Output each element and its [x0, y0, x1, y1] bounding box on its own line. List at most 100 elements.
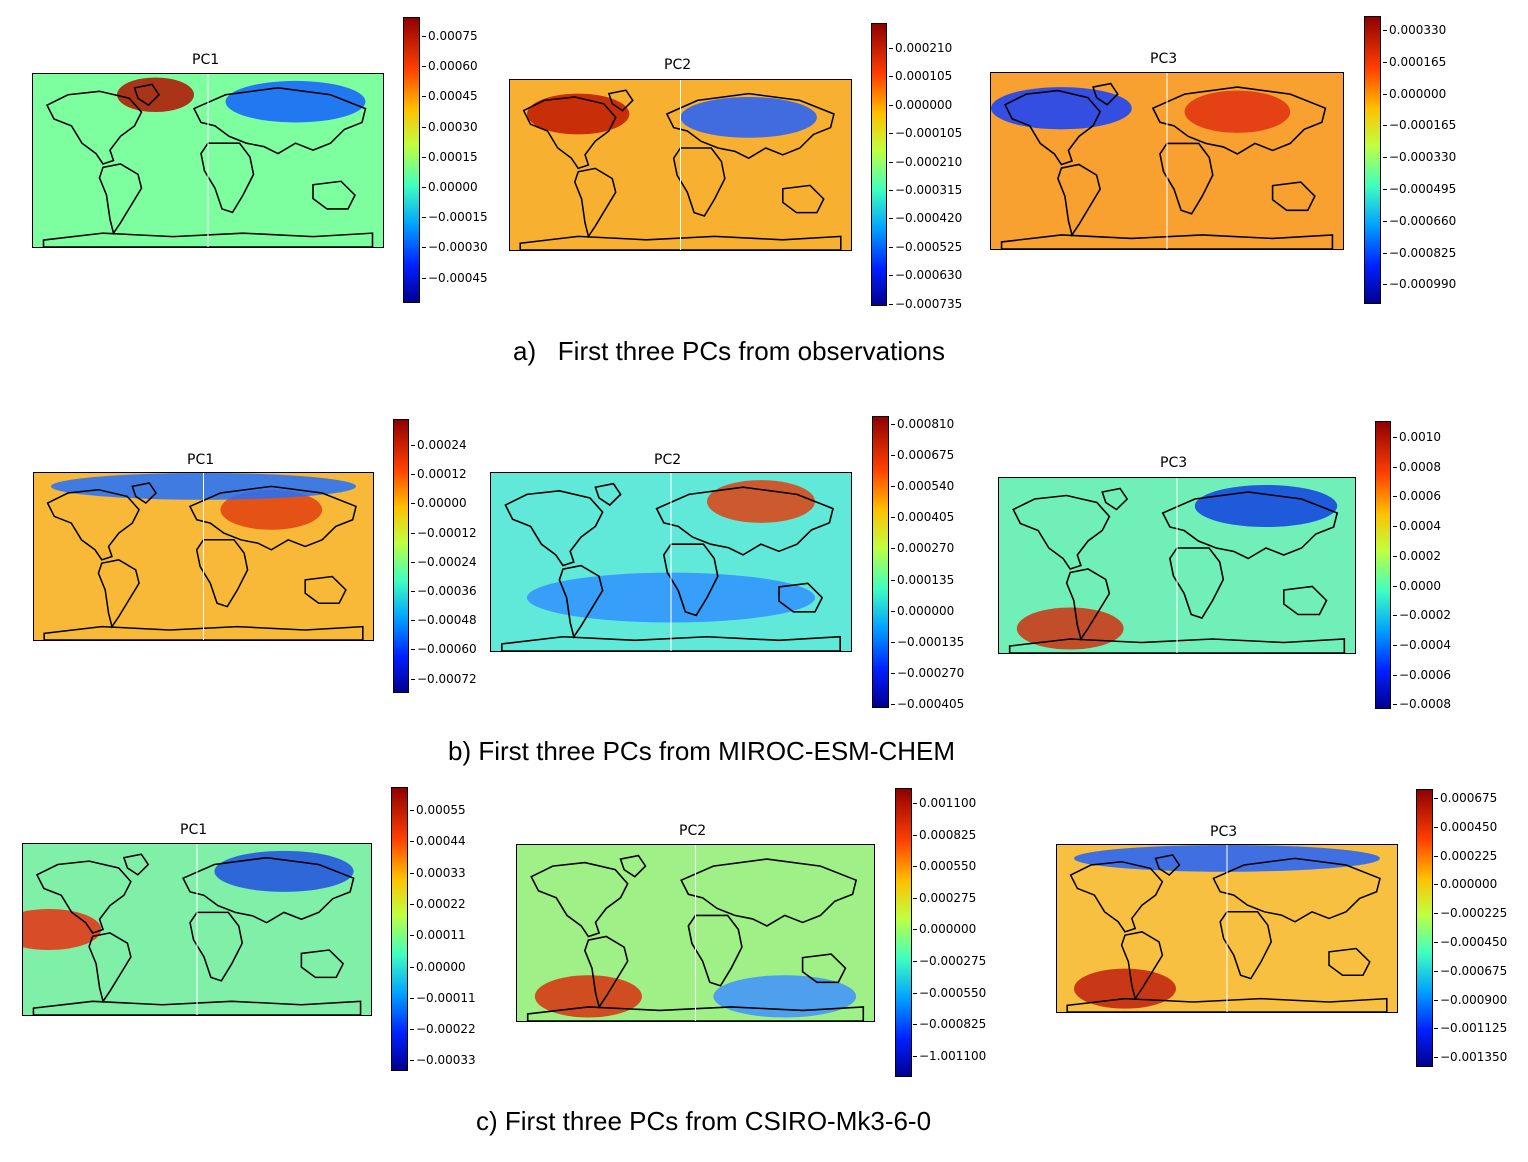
- coastline: [1008, 638, 1346, 653]
- world-map: [991, 73, 1334, 249]
- colorbar-tick-label: −0.000630: [888, 268, 963, 283]
- colorbar-tick-label: 0.000540: [890, 479, 955, 494]
- colorbar-tick-label: 0.00030: [422, 119, 478, 134]
- coastline: [1151, 86, 1327, 155]
- colorbar-tick-label: −0.000990: [1382, 277, 1457, 292]
- coastline: [304, 575, 347, 605]
- colorbar-tick-label: 0.000450: [1433, 819, 1498, 834]
- world-map: [42, 74, 374, 247]
- coastline: [1159, 142, 1214, 215]
- colorbar-tick-label: 0.0010: [1393, 430, 1441, 444]
- colorbar-tick-label: 0.000825: [912, 827, 977, 842]
- map-row-b-pc1: [33, 472, 374, 641]
- map-row-a-pc2: [509, 79, 852, 251]
- colorbar-tick-label: −0.00036: [411, 584, 477, 598]
- coastline: [1120, 931, 1164, 1001]
- colorbar-tick-label: 0.00060: [422, 59, 478, 74]
- colorbar-tick-label: 0.000225: [1433, 848, 1498, 863]
- colorbar-tick-label: 0.000810: [890, 417, 955, 431]
- south-ocean-negative-anomaly: [713, 975, 857, 1018]
- siberia-negative-anomaly: [225, 80, 366, 123]
- coastline: [45, 90, 143, 165]
- asia-negative-anomaly: [680, 97, 817, 138]
- map-row-a-pc1: [32, 73, 384, 248]
- colorbar-row-c-pc2: [895, 788, 912, 1077]
- world-map: [43, 473, 364, 640]
- colorbar-tick-label: 0.0008: [1393, 459, 1441, 474]
- coastline: [182, 856, 355, 924]
- colorbar-tick-label: 0.000405: [890, 510, 955, 525]
- coastline: [680, 858, 858, 927]
- coastline: [98, 163, 143, 236]
- colorbar-tick-label: −0.0006: [1392, 667, 1452, 682]
- colorbar-tick-label: −0.00011: [410, 990, 476, 1005]
- panel-title: PC1: [180, 822, 208, 838]
- antarctic-positive-anomaly: [1016, 607, 1124, 650]
- panel-title: PC3: [1150, 51, 1178, 67]
- coastline: [300, 949, 345, 979]
- map-row-c-pc2: [516, 844, 875, 1022]
- coastline: [133, 83, 161, 107]
- colorbar-tick-label: −0.000105: [888, 126, 963, 141]
- coastline: [195, 539, 249, 608]
- coastline: [35, 860, 132, 934]
- asia-positive-anomaly: [1184, 90, 1291, 133]
- colorbar-row-a-pc3: [1364, 16, 1381, 304]
- colorbar-tick-label: 0.00045: [422, 89, 478, 104]
- coastline: [1101, 487, 1129, 511]
- colorbar-tick-label: −0.00012: [411, 525, 477, 540]
- colorbar-tick-label: 0.0000: [1393, 578, 1441, 593]
- north-america-negative-anomaly: [991, 87, 1132, 130]
- coastline: [782, 184, 825, 214]
- coastline: [594, 482, 622, 507]
- caption-c: c) First three PCs from CSIRO-Mk3-6-0: [476, 1106, 932, 1136]
- coastline: [522, 96, 617, 170]
- map-row-c-pc1: [22, 843, 372, 1016]
- colorbar-tick-label: −0.00030: [422, 240, 488, 255]
- coastline: [88, 932, 132, 1004]
- coastline: [526, 1006, 865, 1021]
- colorbar-tick-label: −0.000495: [1382, 182, 1457, 196]
- panel-title: PC1: [192, 52, 220, 68]
- colorbar-tick-label: −0.000735: [888, 296, 963, 311]
- colorbar-tick-label: −0.000525: [888, 239, 963, 254]
- colorbar-tick-label: −0.000675: [1433, 963, 1508, 978]
- colorbar-tick-label: 0.00055: [410, 803, 466, 817]
- colorbar-tick-label: 0.00033: [410, 865, 466, 880]
- colorbar-tick-label: 0.000000: [890, 603, 955, 618]
- colorbar-tick-label: 0.0004: [1393, 519, 1441, 534]
- colorbar-tick-label: −0.000275: [912, 954, 987, 968]
- map-row-b-pc3: [998, 477, 1356, 654]
- colorbar-tick-label: 0.00000: [410, 959, 466, 974]
- colorbar-tick-label: −0.000825: [1382, 245, 1457, 260]
- coastline: [778, 582, 824, 613]
- colorbar-tick-label: −0.00024: [411, 554, 477, 569]
- coastline: [1065, 568, 1111, 641]
- coastline: [1154, 854, 1181, 877]
- colorbar-tick-label: 0.000550: [912, 859, 977, 874]
- coastline: [131, 482, 158, 505]
- world-map: [500, 473, 842, 651]
- colorbar-tick-label: −0.00015: [422, 210, 488, 225]
- coastline: [500, 635, 842, 651]
- colorbar-tick-label: −0.000210: [888, 154, 963, 169]
- colorbar-row-c-pc1: [391, 787, 408, 1071]
- colorbar-tick-label: −0.0004: [1392, 637, 1452, 652]
- north-atlantic-positive-anomaly: [117, 77, 194, 113]
- coastline: [665, 92, 835, 160]
- map-row-b-pc2: [490, 472, 852, 652]
- coastline: [607, 89, 634, 112]
- colorbar-row-a-pc1: [403, 17, 420, 303]
- south-pacific-positive-anomaly: [1074, 968, 1176, 1009]
- colorbar-tick-label: 0.00044: [410, 834, 466, 849]
- coastline: [122, 853, 150, 876]
- colorbar-tick-label: −0.000270: [890, 665, 965, 680]
- colorbar-tick-label: 0.0002: [1393, 548, 1441, 563]
- coastline: [1004, 89, 1102, 166]
- coastline: [1012, 494, 1111, 570]
- coastline: [42, 232, 374, 247]
- colorbar-row-b-pc3: [1375, 421, 1391, 709]
- colorbar-tick-label: −0.000135: [890, 634, 965, 649]
- colorbar-tick-label: −0.000660: [1382, 213, 1457, 228]
- coastline: [655, 486, 834, 556]
